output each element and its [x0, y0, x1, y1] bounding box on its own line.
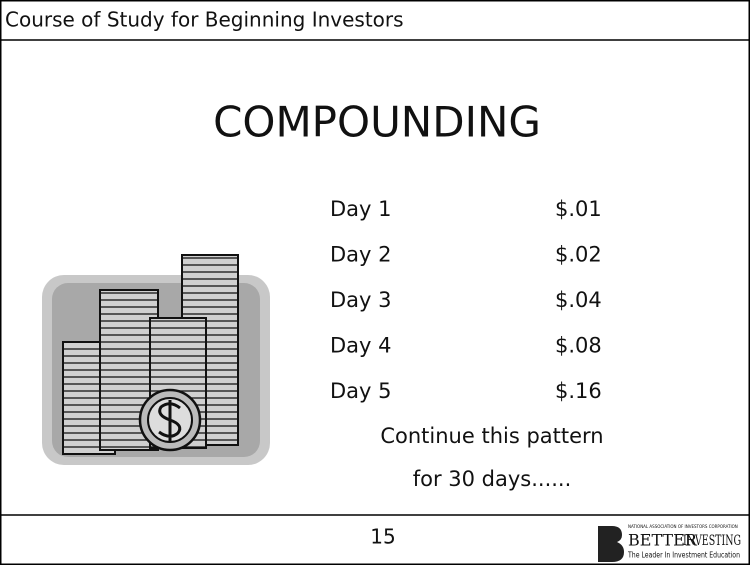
row-label: Day 5: [330, 379, 392, 403]
logo-name: INVESTING: [683, 533, 741, 549]
logo: NATIONAL ASSOCIATION OF INVESTORS CORPOR…: [598, 524, 741, 562]
note-line: Continue this pattern: [380, 424, 603, 448]
note-line: for 30 days......: [413, 467, 572, 491]
row-amount: $.04: [555, 288, 602, 312]
logo-org: NATIONAL ASSOCIATION OF INVESTORS CORPOR…: [628, 524, 738, 529]
row-label: Day 1: [330, 197, 392, 221]
row-amount: $.08: [555, 334, 602, 358]
coins-illustration: [42, 254, 270, 465]
row-label: Day 4: [330, 334, 392, 358]
row-amount: $.02: [555, 243, 602, 267]
page-number: 15: [370, 525, 395, 549]
logo-name: BETTER: [628, 531, 698, 550]
row-label: Day 2: [330, 243, 392, 267]
row-label: Day 3: [330, 288, 392, 312]
header-title: Course of Study for Beginning Investors: [5, 8, 404, 32]
row-amount: $.16: [555, 379, 602, 403]
slide-title: COMPOUNDING: [213, 98, 541, 147]
logo-tagline: The Leader In Investment Education: [627, 551, 740, 560]
row-amount: $.01: [555, 197, 602, 221]
rows: Day 1 $.01 Day 2 $.02 Day 3 $.04 Day 4 $.08 Day …: [330, 197, 602, 403]
